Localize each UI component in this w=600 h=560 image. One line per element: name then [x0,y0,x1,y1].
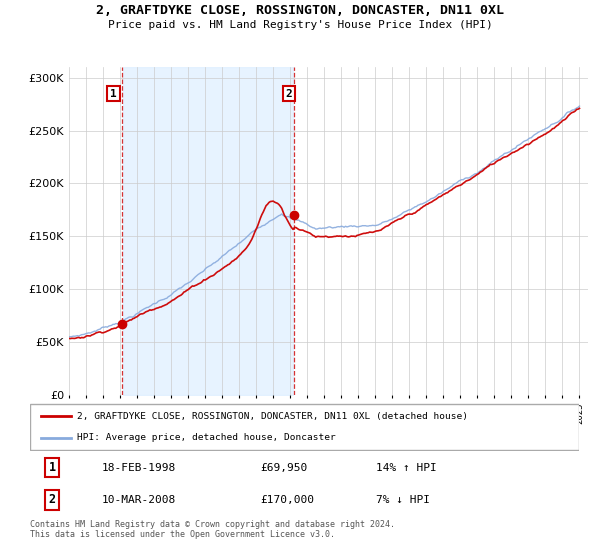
Text: 2, GRAFTDYKE CLOSE, ROSSINGTON, DONCASTER, DN11 0XL: 2, GRAFTDYKE CLOSE, ROSSINGTON, DONCASTE… [96,4,504,17]
Text: HPI: Average price, detached house, Doncaster: HPI: Average price, detached house, Donc… [77,433,335,442]
Text: 10-MAR-2008: 10-MAR-2008 [101,494,176,505]
Text: 2, GRAFTDYKE CLOSE, ROSSINGTON, DONCASTER, DN11 0XL (detached house): 2, GRAFTDYKE CLOSE, ROSSINGTON, DONCASTE… [77,412,467,421]
Text: Price paid vs. HM Land Registry's House Price Index (HPI): Price paid vs. HM Land Registry's House … [107,20,493,30]
Text: 2: 2 [286,88,292,99]
Text: 2: 2 [49,493,56,506]
Text: £170,000: £170,000 [260,494,314,505]
Text: 1: 1 [110,88,117,99]
Text: 1: 1 [49,461,56,474]
Text: 14% ↑ HPI: 14% ↑ HPI [376,463,437,473]
Text: 18-FEB-1998: 18-FEB-1998 [101,463,176,473]
Text: Contains HM Land Registry data © Crown copyright and database right 2024.
This d: Contains HM Land Registry data © Crown c… [30,520,395,539]
Text: 7% ↓ HPI: 7% ↓ HPI [376,494,430,505]
FancyBboxPatch shape [30,404,579,450]
Text: £69,950: £69,950 [260,463,308,473]
